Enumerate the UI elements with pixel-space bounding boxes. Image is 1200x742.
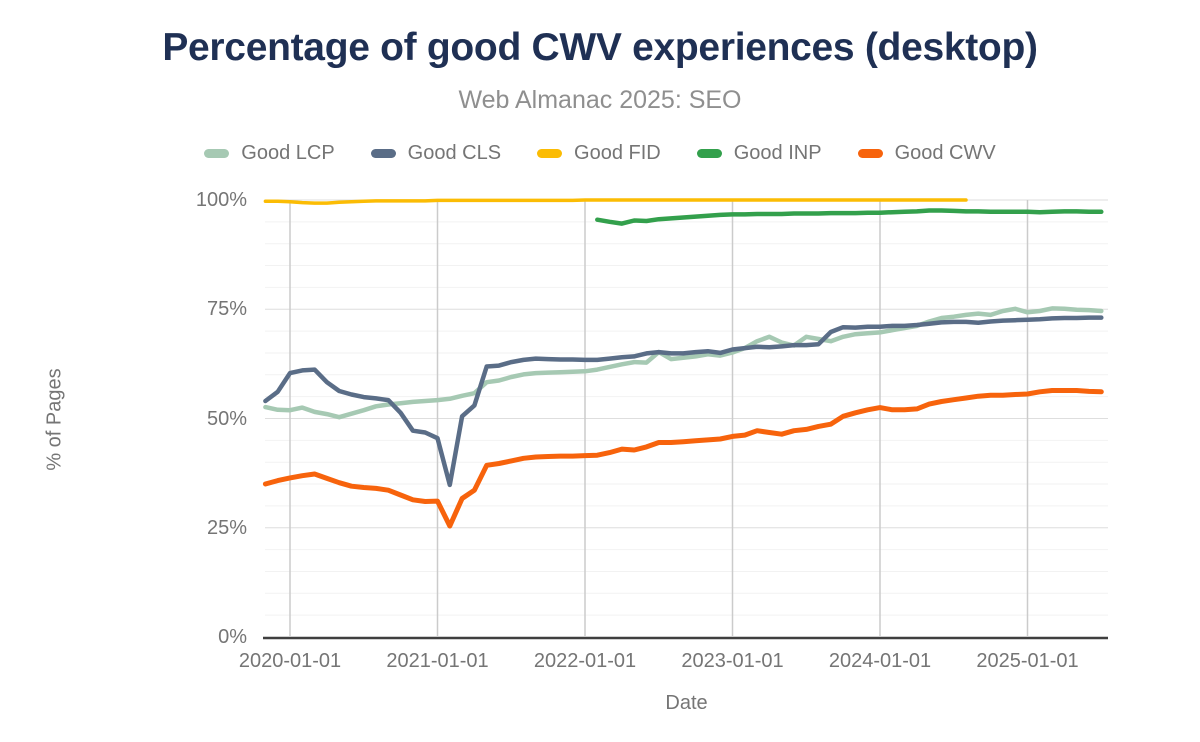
legend-item-label: Good CWV (894, 141, 996, 164)
x-axis-title: Date (665, 692, 708, 714)
legend-item-good-inp: Good INP (696, 141, 822, 165)
legend-item-label: Good CLS (407, 141, 502, 164)
series-line-good-cls (263, 315, 1104, 488)
x-axis-tick-label: 2021-01-01 (386, 650, 489, 672)
series-line-good-fid (263, 198, 968, 205)
legend-swatch (857, 148, 883, 158)
chart-legend: Good LCP Good CLS Good FID Good INP Good CWV (0, 138, 1200, 168)
y-axis-tick-label: 50% (206, 407, 247, 430)
chart-title: Percentage of good CWV experiences (desk… (162, 26, 1038, 69)
series-line-good-cwv (262, 388, 1104, 529)
legend-swatch (696, 148, 722, 158)
series-line-good-inp (595, 208, 1104, 226)
legend-swatch (204, 148, 230, 158)
legend-item-good-lcp: Good LCP (204, 141, 335, 165)
legend-item-good-cwv: Good CWV (857, 141, 996, 165)
y-axis-tick-label: 75% (206, 298, 247, 321)
chart-subtitle: Web Almanac 2025: SEO (458, 86, 742, 114)
x-axis-tick-label: 2023-01-01 (681, 650, 784, 672)
legend-item-good-fid: Good FID (537, 142, 661, 165)
x-axis-tick-label: 2024-01-01 (828, 650, 932, 672)
legend-swatch (370, 148, 396, 158)
legend-item-good-cls: Good CLS (370, 141, 502, 165)
y-axis-tick-label: 0% (218, 626, 247, 648)
y-axis-tick-label: 100% (195, 189, 247, 211)
legend-swatch (537, 148, 563, 158)
legend-item-label: Good FID (574, 141, 661, 164)
y-axis-tick-label: 25% (206, 516, 247, 539)
x-axis-tick-label: 2022-01-01 (533, 650, 637, 672)
series-line-good-lcp (263, 306, 1104, 420)
legend-item-label: Good LCP (241, 141, 335, 164)
x-axis-tick-label: 2025-01-01 (976, 650, 1079, 672)
x-axis-tick-label: 2020-01-01 (238, 650, 342, 672)
y-axis-title: % of Pages (43, 368, 66, 471)
legend-item-label: Good INP (733, 141, 822, 164)
